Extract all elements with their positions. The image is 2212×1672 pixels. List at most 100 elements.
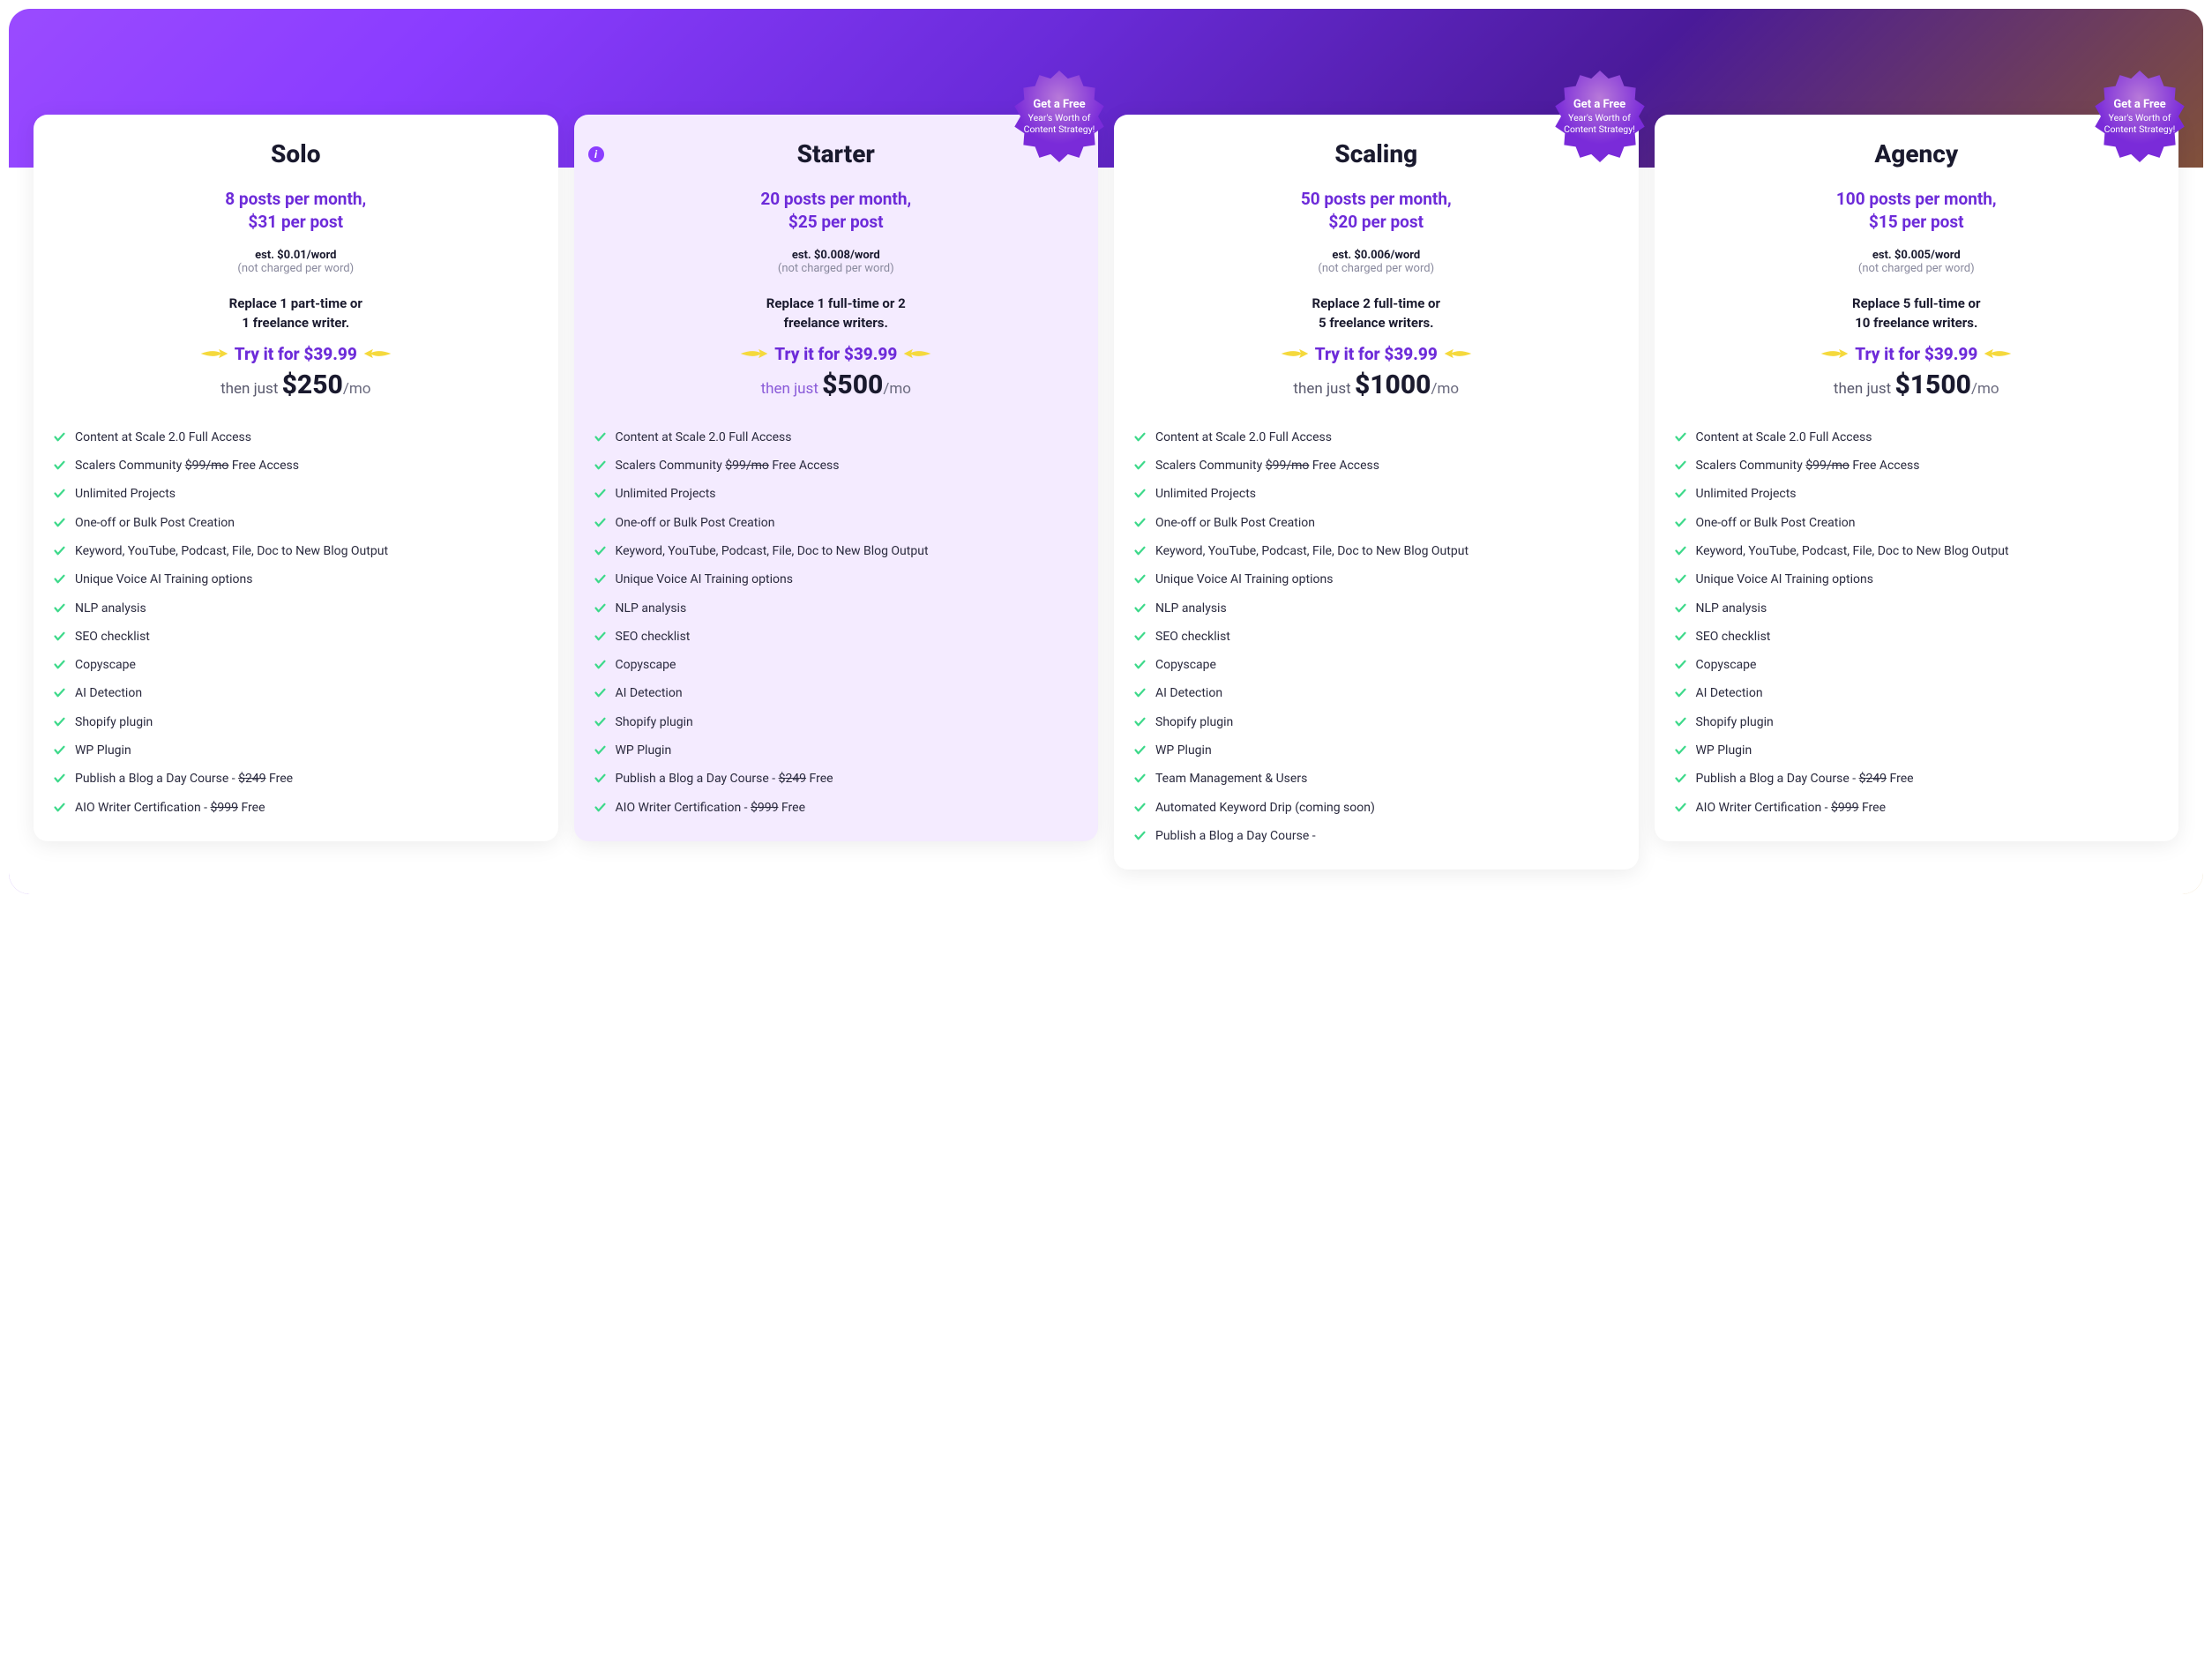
check-icon <box>594 572 607 586</box>
feature-item: SEO checklist <box>1674 623 2160 651</box>
plan-est-note: (not charged per word) <box>1674 262 2160 275</box>
check-icon <box>53 430 66 444</box>
badge-subtitle: Year's Worth of Content Strategy! <box>2092 112 2187 135</box>
feature-text: Shopify plugin <box>616 713 1080 731</box>
then-price: $250 <box>282 369 343 400</box>
feature-text: Content at Scale 2.0 Full Access <box>1155 429 1619 446</box>
feature-item: Scalers Community $99/mo Free Access <box>1133 452 1619 480</box>
plan-est-word: est. $0.008/word <box>594 249 1080 262</box>
check-icon <box>594 658 607 671</box>
feature-item: Publish a Blog a Day Course - $249 Free <box>1674 765 2160 793</box>
feature-item: Copyscape <box>1133 651 1619 679</box>
then-mo: /mo <box>883 380 911 398</box>
promo-badge: Get a Free Year's Worth of Content Strat… <box>1552 69 1648 164</box>
plan-est-note: (not charged per word) <box>594 262 1080 275</box>
arrow-right-icon <box>1280 345 1310 362</box>
pricing-card-scaling: Get a Free Year's Worth of Content Strat… <box>1114 115 1639 870</box>
check-icon <box>594 516 607 529</box>
feature-text: AI Detection <box>1696 684 2160 702</box>
feature-item: Publish a Blog a Day Course - $249 Free <box>53 765 539 793</box>
check-icon <box>53 630 66 643</box>
check-icon <box>53 572 66 586</box>
check-icon <box>53 658 66 671</box>
feature-item: SEO checklist <box>594 623 1080 651</box>
try-it-row[interactable]: Try it for $39.99 <box>53 344 539 364</box>
then-prefix: then just <box>761 380 823 398</box>
try-it-row[interactable]: Try it for $39.99 <box>594 344 1080 364</box>
feature-item: AI Detection <box>594 679 1080 707</box>
feature-item: One-off or Bulk Post Creation <box>1674 509 2160 537</box>
plan-est-word: est. $0.006/word <box>1133 249 1619 262</box>
feature-item: WP Plugin <box>53 736 539 765</box>
pricing-card-starter: Get a Free Year's Worth of Content Strat… <box>574 115 1099 841</box>
feature-text: Content at Scale 2.0 Full Access <box>616 429 1080 446</box>
check-icon <box>1133 487 1147 500</box>
feature-text: Unlimited Projects <box>75 485 539 503</box>
feature-item: AI Detection <box>53 679 539 707</box>
pricing-panel: Solo 8 posts per month, $31 per post est… <box>9 9 2203 894</box>
feature-item: Content at Scale 2.0 Full Access <box>1133 423 1619 452</box>
then-price: $1500 <box>1894 369 1971 400</box>
badge-title: Get a Free <box>1573 98 1625 112</box>
feature-item: Content at Scale 2.0 Full Access <box>594 423 1080 452</box>
feature-item: Keyword, YouTube, Podcast, File, Doc to … <box>594 537 1080 565</box>
feature-item: Shopify plugin <box>594 708 1080 736</box>
check-icon <box>1133 772 1147 785</box>
feature-item: Unique Voice AI Training options <box>53 565 539 593</box>
feature-text: Unlimited Projects <box>1155 485 1619 503</box>
feature-text: Copyscape <box>616 656 1080 674</box>
arrow-left-icon <box>1443 345 1473 362</box>
plan-est-note: (not charged per word) <box>53 262 539 275</box>
feature-item: Team Management & Users <box>1133 765 1619 793</box>
then-prefix: then just <box>220 380 282 398</box>
feature-text: WP Plugin <box>1155 742 1619 759</box>
check-icon <box>1133 572 1147 586</box>
check-icon <box>1133 686 1147 699</box>
then-prefix: then just <box>1293 380 1355 398</box>
try-it-row[interactable]: Try it for $39.99 <box>1133 344 1619 364</box>
check-icon <box>53 743 66 757</box>
feature-item: Keyword, YouTube, Podcast, File, Doc to … <box>1133 537 1619 565</box>
plan-posts-line2: $25 per post <box>788 212 884 232</box>
feature-text: Keyword, YouTube, Podcast, File, Doc to … <box>1155 542 1619 560</box>
check-icon <box>1133 544 1147 557</box>
plan-posts-line2: $31 per post <box>248 212 343 232</box>
feature-text: NLP analysis <box>616 600 1080 617</box>
plan-name: Agency <box>1674 139 2160 168</box>
feature-item: Unlimited Projects <box>1133 480 1619 508</box>
check-icon <box>594 459 607 472</box>
feature-list: Content at Scale 2.0 Full Access Scalers … <box>1133 423 1619 850</box>
plan-posts: 50 posts per month, $20 per post <box>1133 188 1619 233</box>
check-icon <box>594 544 607 557</box>
feature-text: Publish a Blog a Day Course - $249 Free <box>75 770 539 787</box>
try-it-label: Try it for $39.99 <box>1855 344 1977 364</box>
check-icon <box>53 487 66 500</box>
feature-item: Copyscape <box>1674 651 2160 679</box>
feature-text: Content at Scale 2.0 Full Access <box>1696 429 2160 446</box>
feature-item: Unique Voice AI Training options <box>1674 565 2160 593</box>
plan-name: Solo <box>53 139 539 168</box>
info-icon[interactable]: i <box>588 146 604 162</box>
try-it-label: Try it for $39.99 <box>774 344 897 364</box>
feature-text: Keyword, YouTube, Podcast, File, Doc to … <box>616 542 1080 560</box>
try-it-row[interactable]: Try it for $39.99 <box>1674 344 2160 364</box>
plan-replace-line1: Replace 2 full-time or <box>1312 295 1440 311</box>
check-icon <box>53 544 66 557</box>
check-icon <box>53 686 66 699</box>
feature-text: Publish a Blog a Day Course - $249 Free <box>1696 770 2160 787</box>
check-icon <box>1674 715 1687 728</box>
arrow-right-icon <box>199 345 229 362</box>
feature-item: Shopify plugin <box>1674 708 2160 736</box>
feature-item: Shopify plugin <box>1133 708 1619 736</box>
then-price-row: then just $500/mo <box>594 369 1080 400</box>
check-icon <box>1674 686 1687 699</box>
feature-text: NLP analysis <box>1155 600 1619 617</box>
feature-item: NLP analysis <box>1674 594 2160 623</box>
feature-item: AIO Writer Certification - $999 Free <box>53 794 539 822</box>
feature-text: Shopify plugin <box>75 713 539 731</box>
promo-badge: Get a Free Year's Worth of Content Strat… <box>1012 69 1107 164</box>
then-price-row: then just $250/mo <box>53 369 539 400</box>
plan-replace-line2: 10 freelance writers. <box>1855 315 1977 331</box>
feature-text: NLP analysis <box>75 600 539 617</box>
plan-replace-line2: freelance writers. <box>784 315 888 331</box>
